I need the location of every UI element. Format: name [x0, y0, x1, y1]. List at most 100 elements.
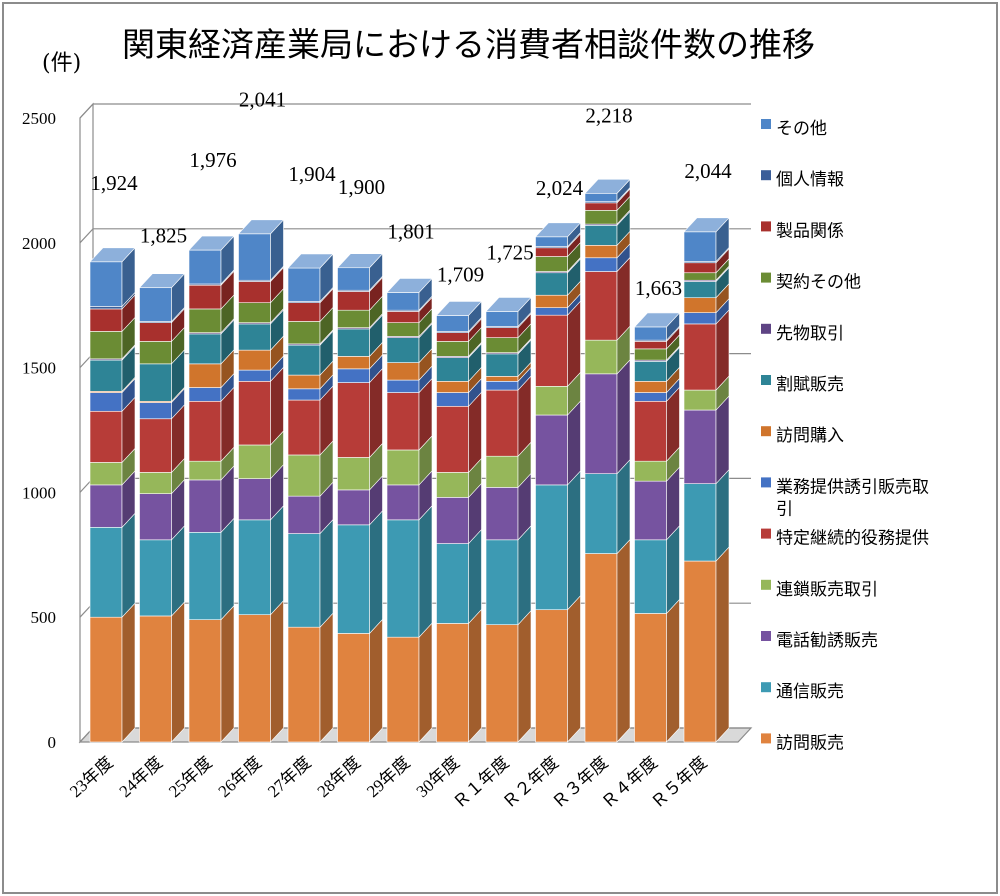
bar-segment [535, 594, 581, 743]
bar-front [386, 292, 420, 311]
bar-stack [138, 272, 186, 743]
bar-top [188, 235, 235, 251]
bar-front [584, 271, 618, 341]
bar-front [436, 341, 469, 357]
bar-top [386, 278, 433, 293]
bar-stack [386, 277, 433, 743]
bar-front [89, 484, 123, 528]
legend: その他個人情報製品関係契約その他先物取引割賦販売訪問購入業務提供誘引販売取引特定… [761, 119, 929, 753]
bar-segment [139, 404, 185, 474]
bar-segment [535, 371, 581, 416]
bar-segment [584, 538, 631, 743]
bar-front [535, 609, 568, 743]
y-tick-label: 0 [48, 733, 57, 752]
bar-segment [337, 276, 383, 311]
bar-top [336, 253, 384, 269]
gridline [79, 103, 751, 119]
bar-top [89, 247, 136, 263]
bar-front [337, 524, 370, 634]
bar-front [287, 533, 321, 628]
bar-front [287, 626, 321, 743]
bar-front [436, 392, 469, 407]
bar-front [139, 539, 172, 617]
legend-label: 契約その他 [776, 273, 861, 293]
bar-side [616, 359, 631, 475]
legend-item: 訪問販売 [761, 733, 844, 753]
bar-segment [188, 319, 235, 365]
bar-stack [188, 235, 235, 743]
legend-label: 訪問購入 [776, 426, 844, 446]
bar-front [139, 615, 172, 743]
legend-label: その他 [776, 119, 827, 139]
bar-front [436, 381, 469, 393]
legend-swatch [761, 170, 771, 181]
bar-segment [238, 219, 284, 282]
bar-segment [436, 482, 482, 545]
bar-side [468, 608, 482, 743]
bar-stack [584, 178, 631, 743]
bar-front [287, 267, 321, 302]
bar-front [634, 326, 667, 341]
bar-front [139, 493, 172, 541]
legend-label: 連鎖販売取引 [776, 580, 878, 600]
bar-segment [584, 325, 631, 375]
y-tick-label: 2000 [22, 234, 56, 253]
bar-segment [188, 386, 235, 462]
bar-front [89, 308, 123, 332]
bar-segment [188, 235, 235, 285]
bar-front [89, 261, 123, 307]
bar-front [287, 388, 321, 401]
bar-segment [89, 512, 136, 618]
bar-segment [287, 481, 334, 535]
total-label: 2,044 [684, 159, 732, 183]
bar-front [89, 331, 123, 360]
bar-side [666, 525, 680, 615]
bar-stack [534, 222, 582, 743]
bar-front [485, 353, 519, 377]
bar-front [634, 381, 667, 393]
bar-front [683, 231, 717, 262]
bar-front [238, 233, 271, 281]
bar-segment [386, 307, 433, 338]
bar-segment [238, 505, 284, 616]
bar-segment [485, 361, 532, 383]
bar-segment [238, 366, 284, 446]
legend-label: 業務提供誘引販売取引 [776, 477, 929, 519]
legend-item: 個人情報 [761, 170, 844, 190]
bar-front [89, 616, 123, 743]
bar-segment [584, 458, 631, 555]
bar-segment [139, 525, 185, 617]
total-label: 2,024 [536, 176, 584, 200]
legend-item: 先物取引 [761, 323, 844, 344]
bar-side [666, 598, 680, 743]
chart: 関東経済産業局における消費者相談件数の推移 (件) 0 500 1000 1500 20… [22, 25, 929, 812]
bar-segment [287, 360, 334, 390]
bar-front [386, 322, 420, 337]
legend-item: 訪問購入 [761, 426, 844, 446]
bar-segment [436, 326, 482, 358]
bar-top [485, 297, 532, 312]
bar-side [567, 300, 581, 388]
bar-front [683, 323, 717, 391]
bar-segment [386, 322, 433, 364]
bar-front [139, 418, 172, 473]
bar-front [337, 309, 370, 328]
bar-front [485, 487, 519, 541]
bar-front [337, 382, 370, 458]
legend-item: 製品関係 [761, 221, 844, 241]
bar-segment [287, 518, 334, 628]
bar-segment [188, 372, 235, 403]
bar-front [238, 302, 271, 323]
bar-front [188, 479, 222, 533]
bar-front [188, 460, 222, 481]
bar-front [287, 495, 321, 534]
bar-front [634, 341, 667, 350]
bar-side [567, 594, 581, 743]
bar-front [337, 633, 370, 743]
bar-side [220, 517, 235, 621]
bar-front [535, 414, 568, 486]
bar-segment [436, 377, 482, 408]
bar-front [436, 315, 469, 332]
bar-side [616, 256, 631, 341]
